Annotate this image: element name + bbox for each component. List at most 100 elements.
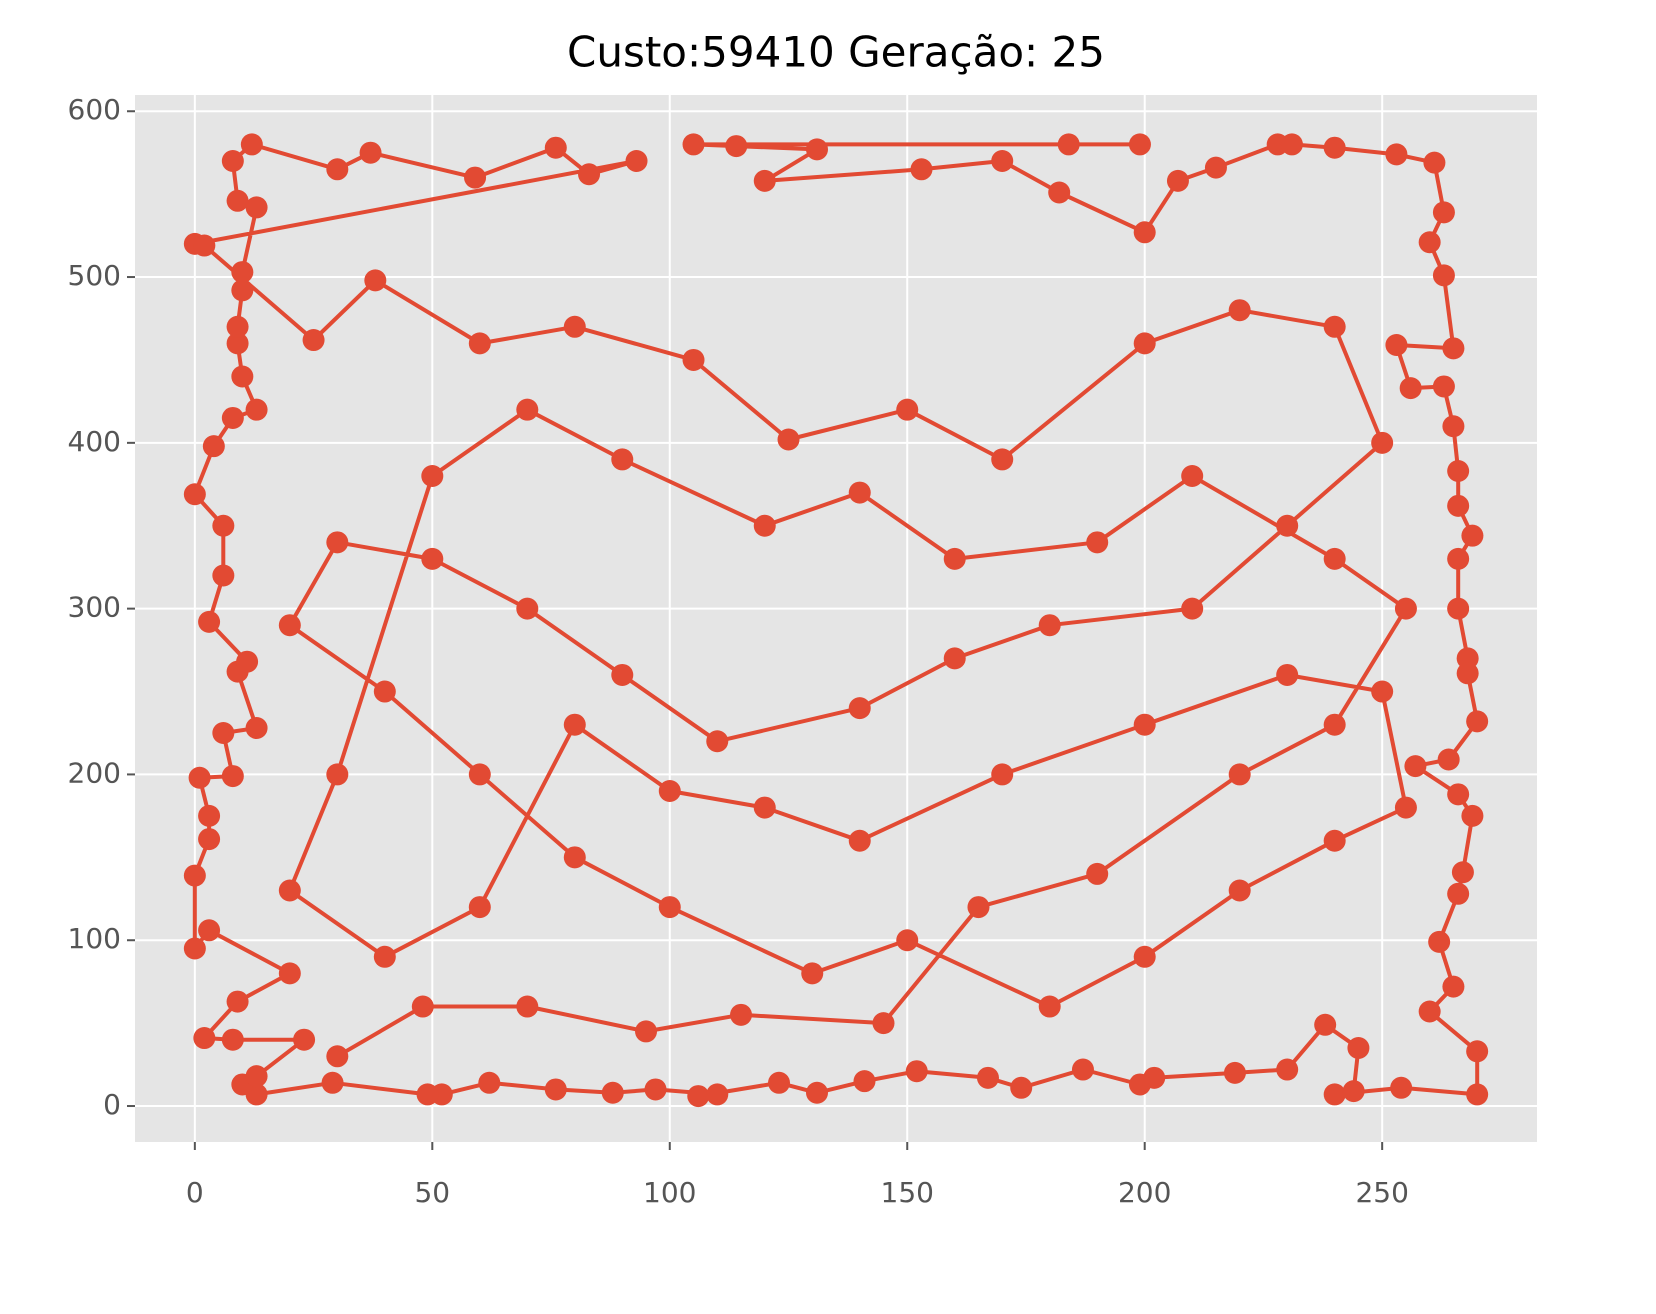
city-marker (198, 804, 221, 827)
city-marker (1010, 1076, 1033, 1099)
city-marker (240, 133, 263, 156)
city-marker (359, 141, 382, 164)
city-marker (1086, 862, 1109, 885)
city-marker (658, 780, 681, 803)
city-marker (1432, 201, 1455, 224)
city-marker (753, 514, 776, 537)
y-tick-label: 500 (68, 259, 121, 292)
city-marker (221, 406, 244, 429)
city-marker (212, 721, 235, 744)
chart-title: Custo:59410 Geração: 25 (567, 28, 1105, 77)
city-marker (1442, 337, 1465, 360)
city-marker (1437, 748, 1460, 771)
city-marker (753, 796, 776, 819)
city-marker (658, 896, 681, 919)
city-marker (910, 158, 933, 181)
city-marker (976, 1066, 999, 1089)
city-marker (753, 169, 776, 192)
city-marker (905, 1060, 928, 1083)
city-marker (1442, 975, 1465, 998)
city-marker (221, 149, 244, 172)
city-marker (1466, 1040, 1489, 1063)
city-marker (1323, 1083, 1346, 1106)
city-marker (1276, 663, 1299, 686)
city-marker (1404, 755, 1427, 778)
city-marker (326, 158, 349, 181)
city-marker (1280, 133, 1303, 156)
city-marker (1447, 460, 1470, 483)
city-marker (326, 1045, 349, 1068)
city-marker (1166, 169, 1189, 192)
city-marker (1133, 713, 1156, 736)
x-tick-label: 250 (1355, 1176, 1408, 1209)
city-marker (682, 348, 705, 371)
city-marker (364, 269, 387, 292)
city-marker (563, 846, 586, 869)
city-marker (231, 279, 254, 302)
city-marker (848, 697, 871, 720)
city-marker (806, 1081, 829, 1104)
city-marker (1323, 547, 1346, 570)
city-marker (611, 448, 634, 471)
city-marker (1385, 143, 1408, 166)
plot-area (135, 95, 1537, 1142)
city-marker (1399, 377, 1422, 400)
x-tick-label: 0 (186, 1176, 204, 1209)
city-marker (183, 937, 206, 960)
city-marker (1038, 614, 1061, 637)
city-marker (544, 1078, 567, 1101)
city-marker (730, 1003, 753, 1026)
city-marker (468, 763, 491, 786)
city-marker (848, 481, 871, 504)
city-marker (967, 896, 990, 919)
city-marker (221, 765, 244, 788)
city-marker (682, 133, 705, 156)
city-marker (768, 1071, 791, 1094)
city-marker (373, 680, 396, 703)
city-marker (1390, 1076, 1413, 1099)
city-marker (635, 1020, 658, 1043)
city-marker (896, 398, 919, 421)
city-marker (1423, 151, 1446, 174)
city-marker (1314, 1013, 1337, 1036)
city-marker (1323, 829, 1346, 852)
city-marker (991, 448, 1014, 471)
city-marker (1057, 133, 1080, 156)
city-marker (245, 196, 268, 219)
city-marker (706, 730, 729, 753)
city-marker (578, 163, 601, 186)
city-marker (245, 717, 268, 740)
city-marker (231, 365, 254, 388)
city-marker (1371, 680, 1394, 703)
x-tick-label: 200 (1118, 1176, 1171, 1209)
city-marker (1394, 796, 1417, 819)
city-marker (1128, 133, 1151, 156)
x-tick-label: 50 (414, 1176, 450, 1209)
city-marker (1342, 1080, 1365, 1103)
city-marker (1456, 662, 1479, 685)
city-marker (1048, 181, 1071, 204)
city-marker (278, 962, 301, 985)
x-tick-label: 150 (881, 1176, 934, 1209)
city-marker (1347, 1036, 1370, 1059)
city-marker (421, 547, 444, 570)
city-marker (1432, 375, 1455, 398)
city-marker (1466, 1083, 1489, 1106)
city-marker (1228, 763, 1251, 786)
city-marker (278, 614, 301, 637)
city-marker (411, 995, 434, 1018)
city-marker (516, 597, 539, 620)
city-marker (1228, 299, 1251, 322)
city-marker (991, 763, 1014, 786)
y-tick-label: 400 (68, 425, 121, 458)
city-marker (226, 315, 249, 338)
city-marker (1447, 882, 1470, 905)
city-marker (416, 1083, 439, 1106)
city-marker (326, 763, 349, 786)
city-marker (516, 995, 539, 1018)
city-marker (872, 1012, 895, 1035)
city-marker (373, 945, 396, 968)
city-marker (198, 919, 221, 942)
